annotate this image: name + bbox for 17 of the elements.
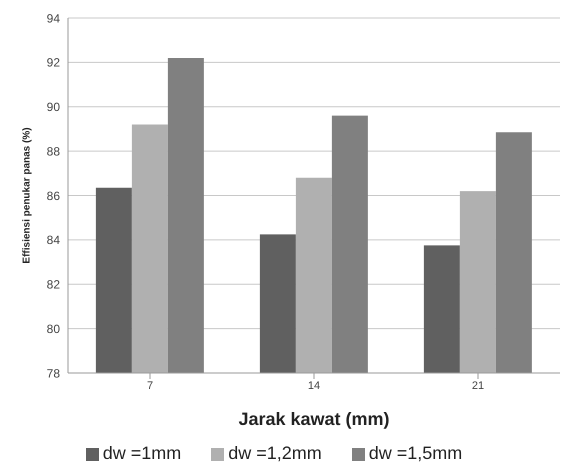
- y-tick-label: 80: [46, 322, 60, 336]
- y-tick-label: 84: [46, 233, 60, 248]
- y-tick-label: 94: [46, 11, 60, 26]
- y-tick-label: 82: [46, 278, 60, 292]
- y-tick-label: 78: [46, 366, 60, 380]
- y-tick-label: 92: [46, 56, 60, 70]
- y-tick-label: 86: [46, 188, 60, 203]
- legend-label: dw =1,2mm: [228, 443, 322, 463]
- y-axis-title: Effisiensi penukar panas (%): [22, 127, 33, 264]
- x-tick-label: 7: [146, 380, 154, 392]
- legend-label: dw =1,5mm: [368, 443, 462, 463]
- x-tick-label: 14: [308, 380, 320, 392]
- x-axis-title: Jarak kawat (mm): [238, 409, 390, 429]
- y-tick-label: 88: [46, 144, 60, 158]
- y-tick-label: 90: [46, 100, 60, 114]
- x-tick-label: 21: [472, 380, 484, 392]
- legend-label: dw =1mm: [102, 443, 182, 463]
